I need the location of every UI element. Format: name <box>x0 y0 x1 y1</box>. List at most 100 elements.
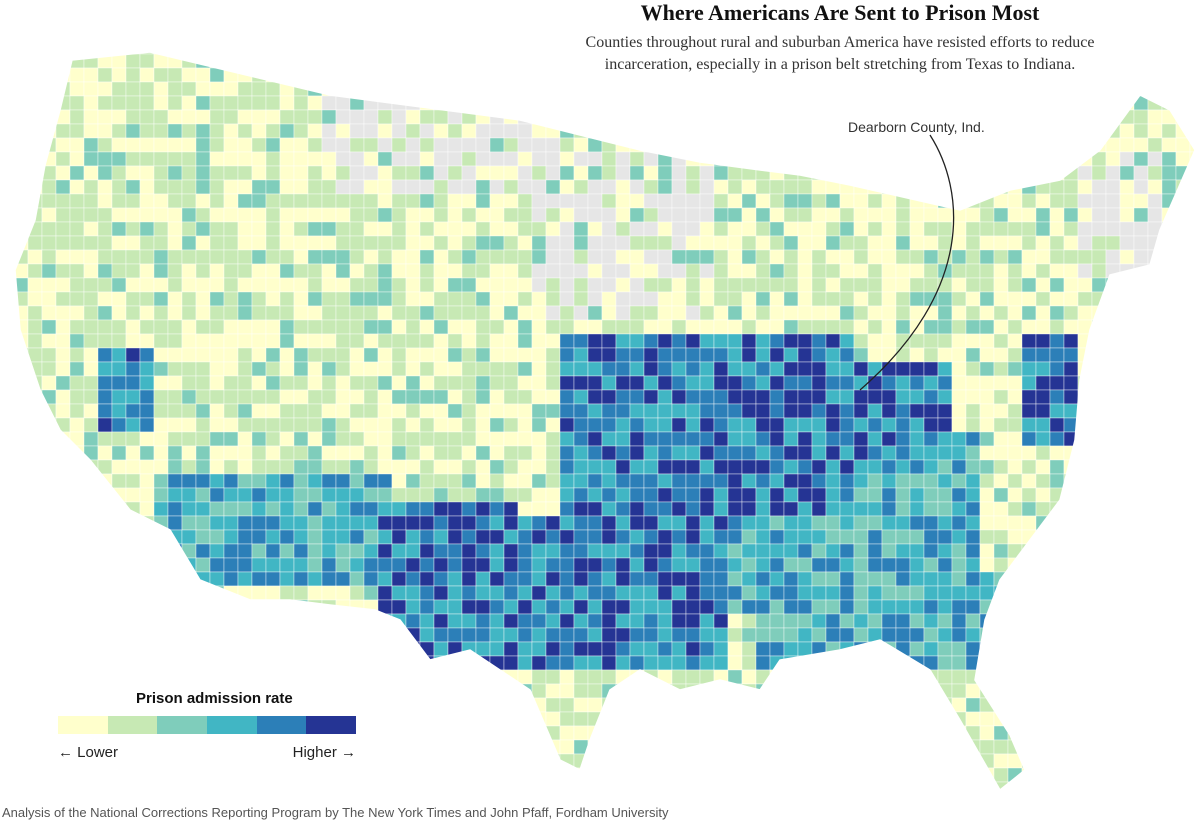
county-cell <box>601 515 617 531</box>
county-cell <box>195 585 211 601</box>
county-cell <box>0 152 14 166</box>
county-cell <box>307 431 323 447</box>
county-cell <box>1035 655 1051 671</box>
county-cell <box>1021 221 1037 237</box>
county-cell <box>111 235 127 251</box>
county-cell <box>993 165 1009 181</box>
county-cell <box>27 501 43 517</box>
county-cell <box>769 417 785 433</box>
county-cell <box>909 235 925 251</box>
county-cell <box>307 207 323 223</box>
county-cell <box>15 165 29 181</box>
county-cell <box>573 403 589 419</box>
county-cell <box>783 725 799 741</box>
county-cell <box>559 459 575 475</box>
county-cell <box>629 781 645 790</box>
county-cell <box>363 81 379 97</box>
county-cell <box>965 711 981 727</box>
county-cell <box>1133 81 1149 97</box>
county-cell <box>811 277 827 293</box>
county-cell <box>1049 207 1065 223</box>
county-cell <box>97 599 113 615</box>
county-cell <box>700 796 714 810</box>
county-cell <box>825 753 841 769</box>
county-cell <box>587 249 603 265</box>
county-cell <box>419 207 435 223</box>
county-cell <box>405 529 421 545</box>
county-cell <box>475 529 491 545</box>
county-cell <box>1091 655 1107 671</box>
county-cell <box>755 221 771 237</box>
county-cell <box>139 417 155 433</box>
county-cell <box>447 263 463 279</box>
county-cell <box>181 529 197 545</box>
county-cell <box>937 403 953 419</box>
county-cell <box>335 473 351 489</box>
county-cell <box>15 557 29 573</box>
county-cell <box>349 137 365 153</box>
county-cell <box>545 627 561 643</box>
county-cell <box>601 305 617 321</box>
county-cell <box>545 599 561 615</box>
county-cell <box>97 585 113 601</box>
county-cell <box>741 613 757 629</box>
county-cell <box>153 739 169 755</box>
county-cell <box>195 361 211 377</box>
county-cell <box>27 319 43 335</box>
county-cell <box>587 585 603 601</box>
county-cell <box>699 207 715 223</box>
county-cell <box>195 529 211 545</box>
county-cell <box>1063 487 1079 503</box>
county-cell <box>139 403 155 419</box>
county-cell <box>461 67 477 83</box>
county-cell <box>475 375 491 391</box>
county-cell <box>1091 263 1107 279</box>
county-cell <box>181 627 197 643</box>
county-cell <box>839 431 855 447</box>
county-cell <box>15 123 29 139</box>
county-cell <box>601 165 617 181</box>
county-cell <box>461 739 477 755</box>
county-cell <box>111 81 127 97</box>
county-cell <box>153 291 169 307</box>
county-cell <box>125 109 141 125</box>
county-cell <box>951 487 967 503</box>
county-cell <box>461 543 477 559</box>
county-cell <box>1049 655 1065 671</box>
county-cell <box>489 305 505 321</box>
county-cell <box>181 599 197 615</box>
county-cell <box>209 767 225 783</box>
county-cell <box>881 543 897 559</box>
county-cell <box>97 221 113 237</box>
county-cell <box>167 221 183 237</box>
county-cell <box>335 235 351 251</box>
county-cell <box>209 501 225 517</box>
county-cell <box>643 137 659 153</box>
county-cell <box>363 165 379 181</box>
county-cell <box>1021 417 1037 433</box>
county-cell <box>909 501 925 517</box>
county-cell <box>349 459 365 475</box>
county-cell <box>671 221 687 237</box>
county-cell <box>559 543 575 559</box>
county-cell <box>419 52 435 55</box>
county-cell <box>97 52 113 55</box>
county-cell <box>1161 655 1177 671</box>
county-cell <box>741 249 757 265</box>
county-cell <box>937 529 953 545</box>
county-cell <box>55 669 71 685</box>
county-cell <box>489 235 505 251</box>
county-cell <box>643 151 659 167</box>
county-cell <box>671 725 687 741</box>
county-cell <box>797 123 813 139</box>
county-cell <box>587 641 603 657</box>
county-cell <box>559 585 575 601</box>
county-cell <box>517 515 533 531</box>
county-cell <box>545 347 561 363</box>
county-cell <box>881 305 897 321</box>
county-cell <box>797 501 813 517</box>
county-cell <box>573 599 589 615</box>
county-cell <box>839 613 855 629</box>
county-cell <box>377 641 393 657</box>
county-cell <box>1078 796 1092 810</box>
